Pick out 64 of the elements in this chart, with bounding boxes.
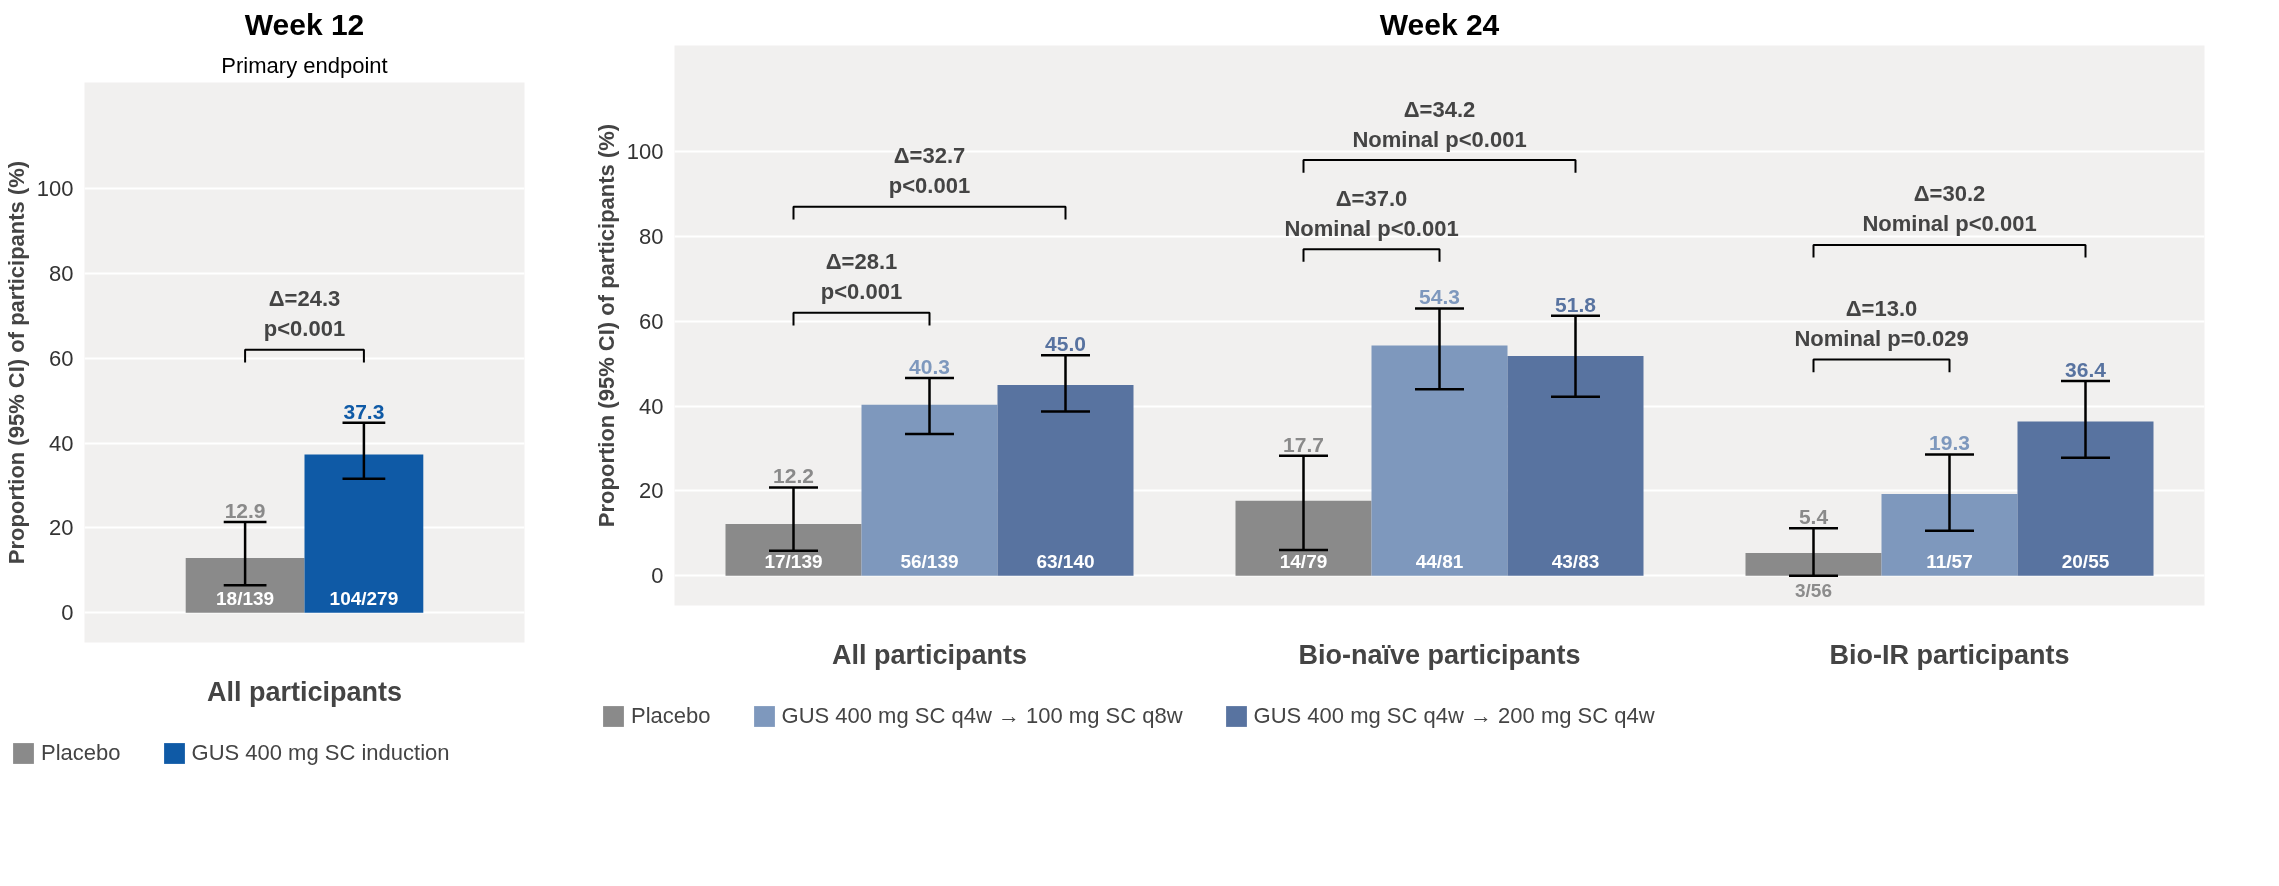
y-tick-label: 80 [49,260,74,286]
data-label: 12.9 [224,498,266,522]
y-tick-label: 20 [49,515,74,541]
x-tick-label: All participants [831,639,1028,670]
chart-title: Week 12 [244,7,365,41]
legend-label: GUS 400 mg SC induction [191,740,450,766]
y-tick-label: 40 [49,430,74,456]
data-label: 51.8 [1555,292,1597,316]
annotation: 18/139 [216,587,275,609]
legend-label: Placebo [41,740,121,766]
bar [861,404,998,576]
bar [725,524,862,576]
annotation: 104/279 [329,587,399,609]
y-tick-label: 100 [626,139,664,165]
annotation: Δ=28.1 p<0.001 [820,249,903,305]
bar [1507,356,1644,576]
y-tick-label: 100 [36,176,74,202]
data-label: 5.4 [1798,505,1829,529]
x-tick-label: All participants [206,676,403,707]
annotation: 44/81 [1415,550,1464,572]
bar [1881,493,2018,576]
y-tick-label: 60 [639,308,664,334]
annotation: 3/56 [1795,579,1832,601]
y-tick-label: 0 [61,600,74,626]
bar [1745,552,1882,576]
annotation: 63/140 [1036,550,1095,572]
annotation: 14/79 [1279,550,1328,572]
data-label: 37.3 [343,399,385,423]
data-label: 36.4 [2065,357,2107,381]
annotation: 56/139 [900,550,959,572]
annotation: Δ=24.3 p<0.001 [263,286,346,342]
bar [2017,421,2154,576]
bar [1235,500,1372,576]
annotation: Δ=32.7 p<0.001 [888,143,971,199]
annotation: Δ=13.0 Nominal p=0.029 [1794,295,1969,351]
data-label: 54.3 [1419,285,1460,309]
annotation: 17/139 [764,550,823,572]
y-axis-title: Proportion (95% CI) of participants (%) [3,160,29,565]
legend-label: GUS 400 mg SC q4w → 200 mg SC q4w [1253,703,1655,729]
y-tick-label: 40 [639,393,664,419]
data-label: 45.0 [1045,331,1086,355]
annotation: Δ=34.2 Nominal p<0.001 [1352,96,1527,152]
y-tick-label: 20 [639,478,664,504]
annotation: 43/83 [1551,550,1600,572]
data-label: 40.3 [909,354,950,378]
bar [997,384,1134,576]
chart-title: Week 24 [1379,7,1500,41]
y-tick-label: 0 [651,563,664,589]
annotation: 11/57 [1926,550,1973,572]
data-label: 17.7 [1283,432,1324,456]
legend-label: GUS 400 mg SC q4w → 100 mg SC q8w [781,703,1183,729]
chart-subtitle: Primary endpoint [221,52,388,78]
x-tick-label: Bio-IR participants [1829,639,2070,670]
y-tick-label: 80 [639,223,664,249]
x-tick-label: Bio-naïve participants [1298,639,1581,670]
annotation: 20/55 [2061,550,2110,572]
data-label: 19.3 [1929,431,1970,455]
y-axis-title: Proportion (95% CI) of participants (%) [593,123,619,528]
bar [1371,345,1508,576]
legend-label: Placebo [631,703,711,729]
annotation: Δ=30.2 Nominal p<0.001 [1862,181,2037,237]
y-tick-label: 60 [49,345,74,371]
annotation: Δ=37.0 Nominal p<0.001 [1284,185,1459,241]
data-label: 12.2 [773,464,814,488]
